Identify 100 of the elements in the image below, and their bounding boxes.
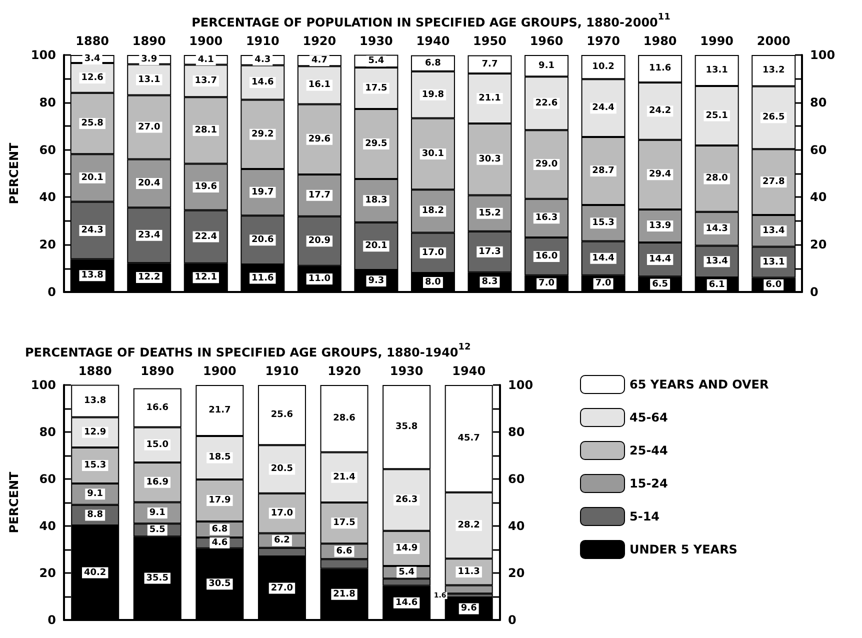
data-label: 14.6 bbox=[252, 77, 274, 88]
data-label: 13.7 bbox=[194, 76, 217, 86]
data-label: 35.8 bbox=[395, 422, 418, 432]
x-tick-label: 1910 bbox=[246, 34, 280, 48]
x-tick-label: 1940 bbox=[452, 364, 486, 378]
legend-label: 45-64 bbox=[630, 410, 668, 424]
data-label: 4.1 bbox=[198, 54, 214, 65]
data-label: 35.5 bbox=[146, 573, 168, 584]
x-tick-label: 1980 bbox=[643, 34, 677, 48]
data-label: 13.9 bbox=[648, 220, 672, 231]
data-label: 4.6 bbox=[212, 538, 228, 548]
data-label: 13.8 bbox=[84, 396, 106, 406]
data-label: 17.0 bbox=[270, 508, 294, 518]
y-tick-label: 40 bbox=[39, 519, 56, 533]
y2-tick-label: 0 bbox=[508, 613, 516, 627]
data-label: 11.6 bbox=[648, 64, 672, 74]
y2-tick-label: 40 bbox=[810, 190, 827, 204]
data-label: 27.0 bbox=[270, 583, 294, 594]
data-label: 28.2 bbox=[458, 520, 480, 531]
data-label: 6.5 bbox=[652, 279, 668, 290]
data-label: 7.7 bbox=[482, 59, 498, 70]
data-label: 20.5 bbox=[270, 464, 294, 474]
data-label: 9.1 bbox=[538, 60, 554, 71]
data-label: 4.3 bbox=[254, 55, 271, 66]
y2-tick-label: 100 bbox=[508, 378, 534, 392]
data-label: 28.7 bbox=[592, 166, 614, 176]
data-label: 13.1 bbox=[138, 74, 160, 85]
data-label: 17.5 bbox=[365, 83, 388, 94]
data-label: 3.4 bbox=[84, 54, 100, 64]
data-label: 14.6 bbox=[395, 598, 418, 608]
data-label: 16.3 bbox=[535, 213, 558, 224]
x-tick-label: 1910 bbox=[265, 364, 299, 378]
data-label: 13.2 bbox=[762, 66, 785, 76]
x-tick-label: 1930 bbox=[390, 364, 424, 378]
legend-label: 65 YEARS AND OVER bbox=[630, 378, 769, 392]
data-label: 22.4 bbox=[194, 232, 217, 242]
data-label: 21.7 bbox=[208, 405, 231, 416]
data-label: 6.8 bbox=[212, 524, 228, 535]
data-label: 16.9 bbox=[146, 477, 168, 488]
y2-tick-label: 40 bbox=[508, 519, 525, 533]
data-label: 20.6 bbox=[252, 235, 274, 246]
x-tick-label: 1920 bbox=[328, 364, 361, 378]
data-label: 14.4 bbox=[648, 254, 672, 265]
data-label: 18.3 bbox=[365, 196, 388, 206]
y-tick-label: 0 bbox=[48, 285, 56, 299]
data-label: 15.2 bbox=[478, 208, 501, 218]
data-label: 21.4 bbox=[333, 472, 356, 482]
data-label: 23.4 bbox=[138, 230, 160, 240]
y-tick-label: 60 bbox=[39, 472, 56, 486]
data-label: 24.3 bbox=[81, 226, 104, 236]
x-tick-label: 1930 bbox=[360, 34, 393, 48]
data-label: 22.6 bbox=[535, 98, 558, 108]
x-tick-label: 1970 bbox=[586, 34, 620, 48]
data-label: 29.4 bbox=[648, 170, 672, 180]
data-label: 25.8 bbox=[81, 118, 104, 128]
data-label: 8.0 bbox=[425, 278, 441, 288]
data-label: 5.5 bbox=[149, 525, 166, 536]
data-label: 10.2 bbox=[592, 62, 614, 72]
y2-tick-label: 60 bbox=[508, 472, 525, 486]
data-label: 11.6 bbox=[252, 273, 274, 284]
data-label: 11.0 bbox=[308, 274, 331, 284]
data-label: 9.1 bbox=[87, 489, 104, 500]
data-label: 30.3 bbox=[478, 154, 501, 164]
data-label: 9.1 bbox=[149, 508, 166, 518]
data-label: 29.0 bbox=[535, 159, 558, 170]
y2-tick-label: 80 bbox=[810, 95, 827, 110]
data-label: 16.1 bbox=[308, 80, 331, 90]
y-tick-label: 100 bbox=[30, 48, 56, 62]
x-tick-label: 2000 bbox=[756, 34, 790, 48]
x-tick-label: 1940 bbox=[416, 34, 450, 48]
data-label: 19.6 bbox=[194, 182, 217, 192]
data-label: 17.0 bbox=[422, 248, 444, 258]
data-label: 9.6 bbox=[460, 604, 477, 614]
data-label: 29.6 bbox=[308, 134, 331, 144]
y-tick-label: 40 bbox=[39, 190, 56, 204]
data-label: 19.8 bbox=[422, 90, 444, 100]
x-tick-label: 1990 bbox=[700, 34, 734, 48]
data-label: 28.1 bbox=[194, 125, 217, 136]
data-label: 7.0 bbox=[538, 278, 554, 289]
data-label: 5.4 bbox=[368, 56, 384, 66]
legend-label: 25-44 bbox=[630, 444, 668, 458]
legend-label: 5-14 bbox=[630, 510, 660, 524]
data-label: 6.6 bbox=[336, 546, 352, 556]
data-label: 20.9 bbox=[308, 236, 331, 246]
data-label: 27.0 bbox=[138, 122, 160, 132]
data-label: 15.0 bbox=[146, 440, 168, 450]
data-label: 6.0 bbox=[766, 280, 782, 290]
data-label: 20.1 bbox=[81, 172, 104, 183]
y2-tick-label: 20 bbox=[508, 566, 525, 580]
data-label: 26.3 bbox=[395, 495, 418, 506]
data-label: 4.7 bbox=[311, 56, 328, 66]
data-label: 28.6 bbox=[333, 414, 356, 424]
data-label: 7.0 bbox=[595, 278, 612, 289]
data-label: 30.1 bbox=[422, 148, 444, 159]
data-label: 19.7 bbox=[252, 187, 274, 198]
data-label: 21.8 bbox=[333, 589, 356, 600]
data-label: 17.5 bbox=[333, 518, 356, 528]
data-label: 40.2 bbox=[84, 568, 106, 578]
x-tick-label: 1900 bbox=[202, 364, 236, 378]
data-label: 12.1 bbox=[194, 272, 217, 283]
